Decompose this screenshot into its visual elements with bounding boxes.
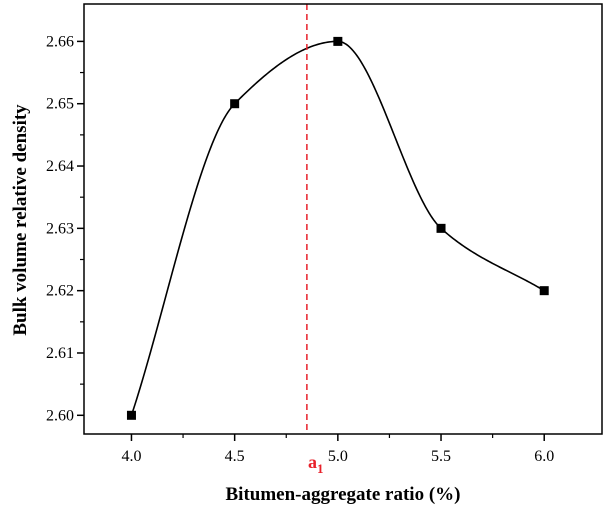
data-point (126, 410, 136, 420)
y-tick-label: 2.66 (46, 33, 74, 50)
data-point (333, 36, 343, 46)
series-curve (130, 40, 545, 416)
y-tick-label: 2.63 (46, 220, 74, 237)
x-tick-label: 5.0 (328, 448, 348, 465)
data-point (230, 99, 240, 109)
y-tick-label: 2.64 (46, 158, 74, 175)
data-point (539, 286, 549, 296)
data-point (436, 223, 446, 233)
x-tick-label: 4.5 (225, 448, 245, 465)
x-tick-label: 6.0 (534, 448, 554, 465)
x-axis-title: Bitumen-aggregate ratio (%) (226, 484, 461, 505)
y-tick-label: 2.61 (46, 345, 74, 362)
points-layer (126, 36, 549, 420)
x-tick-label: 4.0 (121, 448, 141, 465)
vline-label-sub: 1 (317, 461, 324, 476)
vline-label-main: a (308, 452, 317, 472)
y-tick-label: 2.65 (46, 96, 74, 113)
vline-label: a1 (308, 452, 324, 476)
y-axis-title: Bulk volume relative density (10, 104, 31, 336)
plot-frame (83, 3, 603, 435)
axes-layer: 4.0 4.5 5.0 5.5 6.0 2.60 2.61 2.62 2.63 2.64 2.65 2… (46, 3, 603, 465)
curve-layer (130, 40, 545, 416)
y-tick-label: 2.60 (46, 407, 74, 424)
y-tick-label: 2.62 (46, 283, 74, 300)
x-tick-label: 5.5 (431, 448, 451, 465)
